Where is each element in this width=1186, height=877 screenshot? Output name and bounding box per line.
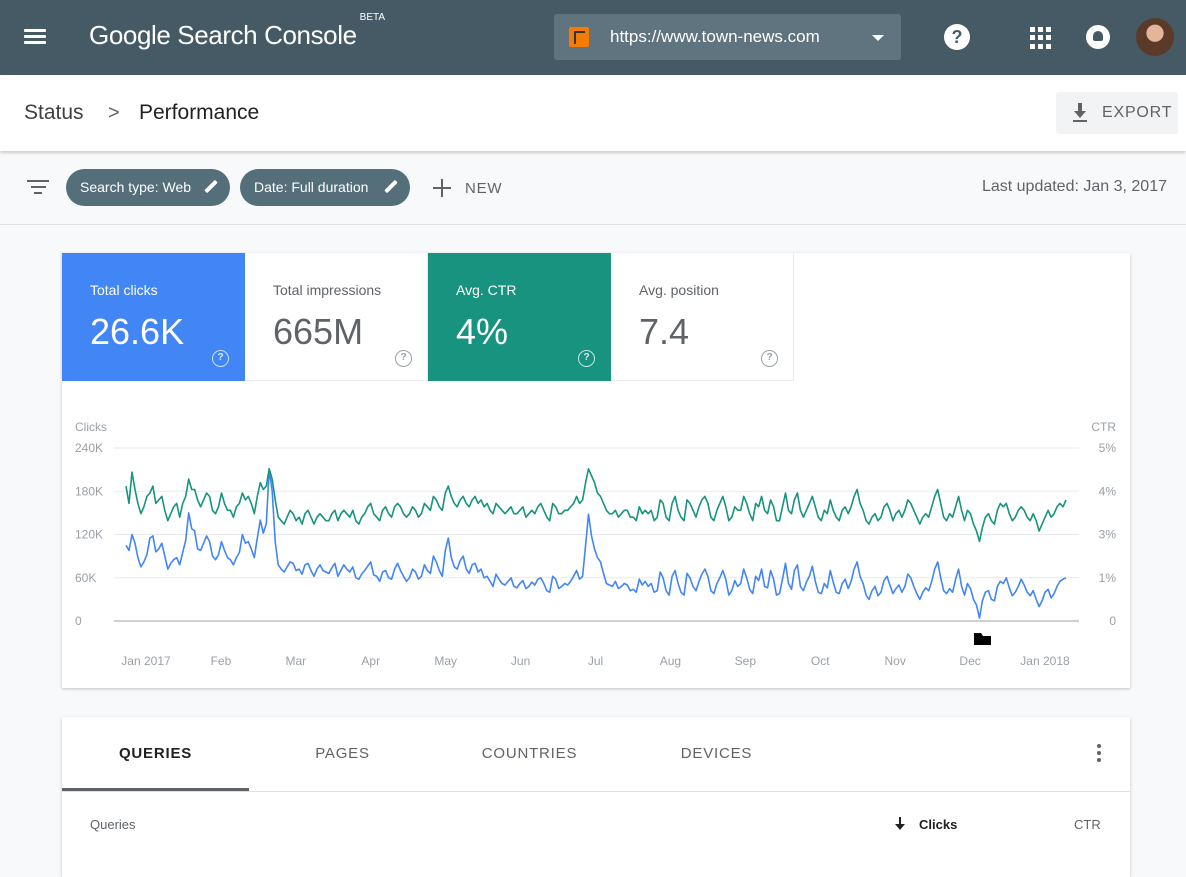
app-bar: Google Search ConsoleBETA https://www.to…	[0, 0, 1186, 75]
help-circle-icon[interactable]: ?	[212, 350, 229, 367]
y2-tick-label: 5%	[1099, 441, 1117, 455]
filter-icon[interactable]	[27, 180, 49, 196]
export-label: EXPORT	[1102, 104, 1173, 121]
y-axis-title: Clicks	[75, 420, 107, 434]
dropdown-caret-icon	[872, 35, 884, 41]
x-tick-label: Aug	[660, 654, 681, 668]
chip-label: Date: Full duration	[254, 179, 369, 195]
clicks-series-line	[125, 468, 1067, 619]
property-icon	[569, 27, 589, 47]
ctr-series-line	[125, 467, 1067, 543]
x-tick-label: Apr	[361, 654, 380, 668]
y2-tick-label: 0	[1109, 614, 1116, 628]
help-circle-icon[interactable]: ?	[578, 350, 595, 367]
property-selector[interactable]: https://www.town-news.com	[554, 14, 901, 60]
metric-avg-ctr[interactable]: Avg. CTR 4% ?	[428, 253, 611, 381]
metric-value: 26.6K	[90, 311, 185, 352]
performance-card: Total clicks 26.6K ? Total impressions 6…	[62, 253, 1130, 688]
x-tick-label: Dec	[959, 654, 980, 668]
chip-label: Search type: Web	[80, 179, 192, 195]
metric-label: Total impressions	[273, 282, 382, 298]
y2-tick-label: 4%	[1099, 484, 1117, 498]
x-tick-label: Jan 2018	[1020, 654, 1070, 668]
y-tick-label: 60K	[75, 571, 96, 585]
tab-devices[interactable]: DEVICES	[680, 745, 753, 762]
column-header-clicks[interactable]: Clicks	[919, 817, 958, 832]
breadcrumb-status[interactable]: Status	[24, 101, 84, 124]
metric-label: Avg. CTR	[456, 282, 517, 298]
annotation-flag-icon	[974, 633, 991, 645]
tab-countries[interactable]: COUNTRIES	[481, 745, 578, 762]
plus-icon	[433, 179, 451, 197]
last-updated-text: Last updated: Jan 3, 2017	[981, 178, 1167, 195]
help-circle-icon[interactable]: ?	[761, 350, 778, 367]
x-tick-label: Oct	[811, 654, 830, 668]
notifications-icon[interactable]	[1086, 25, 1110, 49]
column-header-queries[interactable]: Queries	[90, 817, 136, 832]
help-circle-icon[interactable]: ?	[395, 350, 412, 367]
x-tick-label: May	[434, 654, 457, 668]
apps-icon[interactable]	[1030, 27, 1052, 49]
performance-chart[interactable]: Clicks CTR 0 0 60K 1% 120K 3% 180K 4% 240K 5% Jan 20…	[62, 413, 1130, 678]
help-icon[interactable]: ?	[944, 24, 970, 50]
x-tick-label: Sep	[735, 654, 757, 668]
new-filter-label: NEW	[465, 180, 503, 197]
table-card: QUERIES PAGES COUNTRIES DEVICES Queries …	[62, 717, 1130, 877]
y2-axis-title: CTR	[1091, 420, 1116, 434]
app-logo[interactable]: Google Search ConsoleBETA	[89, 12, 385, 51]
logo-badge: BETA	[359, 12, 386, 24]
page-title: Performance	[139, 101, 260, 124]
x-tick-label: Jun	[511, 654, 530, 668]
logo-text: Google Search Console	[89, 20, 357, 50]
sort-down-icon	[894, 817, 906, 831]
export-button[interactable]: EXPORT	[1056, 92, 1178, 134]
tab-pages[interactable]: PAGES	[315, 745, 370, 762]
breadcrumb-separator-icon: >	[108, 102, 120, 124]
property-url: https://www.town-news.com	[610, 27, 820, 46]
metric-label: Avg. position	[639, 282, 719, 298]
column-header-ctr[interactable]: CTR	[1074, 817, 1101, 832]
metric-total-clicks[interactable]: Total clicks 26.6K ?	[62, 253, 245, 381]
download-icon	[1072, 103, 1088, 123]
metric-value: 4%	[456, 311, 509, 352]
menu-icon[interactable]	[24, 26, 50, 48]
date-chip[interactable]: Date: Full duration	[240, 169, 410, 206]
pencil-icon	[204, 180, 218, 194]
divider	[62, 791, 1130, 792]
x-tick-label: Jul	[588, 654, 603, 668]
x-tick-label: Jan 2017	[121, 654, 171, 668]
filter-bar: Search type: Web Date: Full duration NEW…	[0, 151, 1186, 225]
tab-queries[interactable]: QUERIES	[62, 717, 249, 791]
x-tick-label: Nov	[884, 654, 905, 668]
y2-tick-label: 1%	[1099, 571, 1117, 585]
search-type-chip[interactable]: Search type: Web	[66, 169, 230, 206]
y-tick-label: 0	[75, 614, 82, 628]
y2-tick-label: 3%	[1099, 528, 1117, 542]
avatar[interactable]	[1136, 18, 1174, 56]
pencil-icon	[384, 180, 398, 194]
page-header: Status > Performance EXPORT	[0, 75, 1186, 151]
more-vert-icon[interactable]	[1095, 744, 1103, 766]
y-tick-label: 240K	[75, 441, 103, 455]
metric-avg-position[interactable]: Avg. position 7.4 ?	[611, 253, 794, 381]
metric-label: Total clicks	[90, 282, 158, 298]
metric-value: 665M	[273, 311, 364, 352]
metric-total-impressions[interactable]: Total impressions 665M ?	[245, 253, 428, 381]
y-tick-label: 180K	[75, 484, 103, 498]
metric-value: 7.4	[639, 311, 690, 352]
y-tick-label: 120K	[75, 528, 103, 542]
x-tick-label: Feb	[211, 654, 232, 668]
x-tick-label: Mar	[285, 654, 306, 668]
